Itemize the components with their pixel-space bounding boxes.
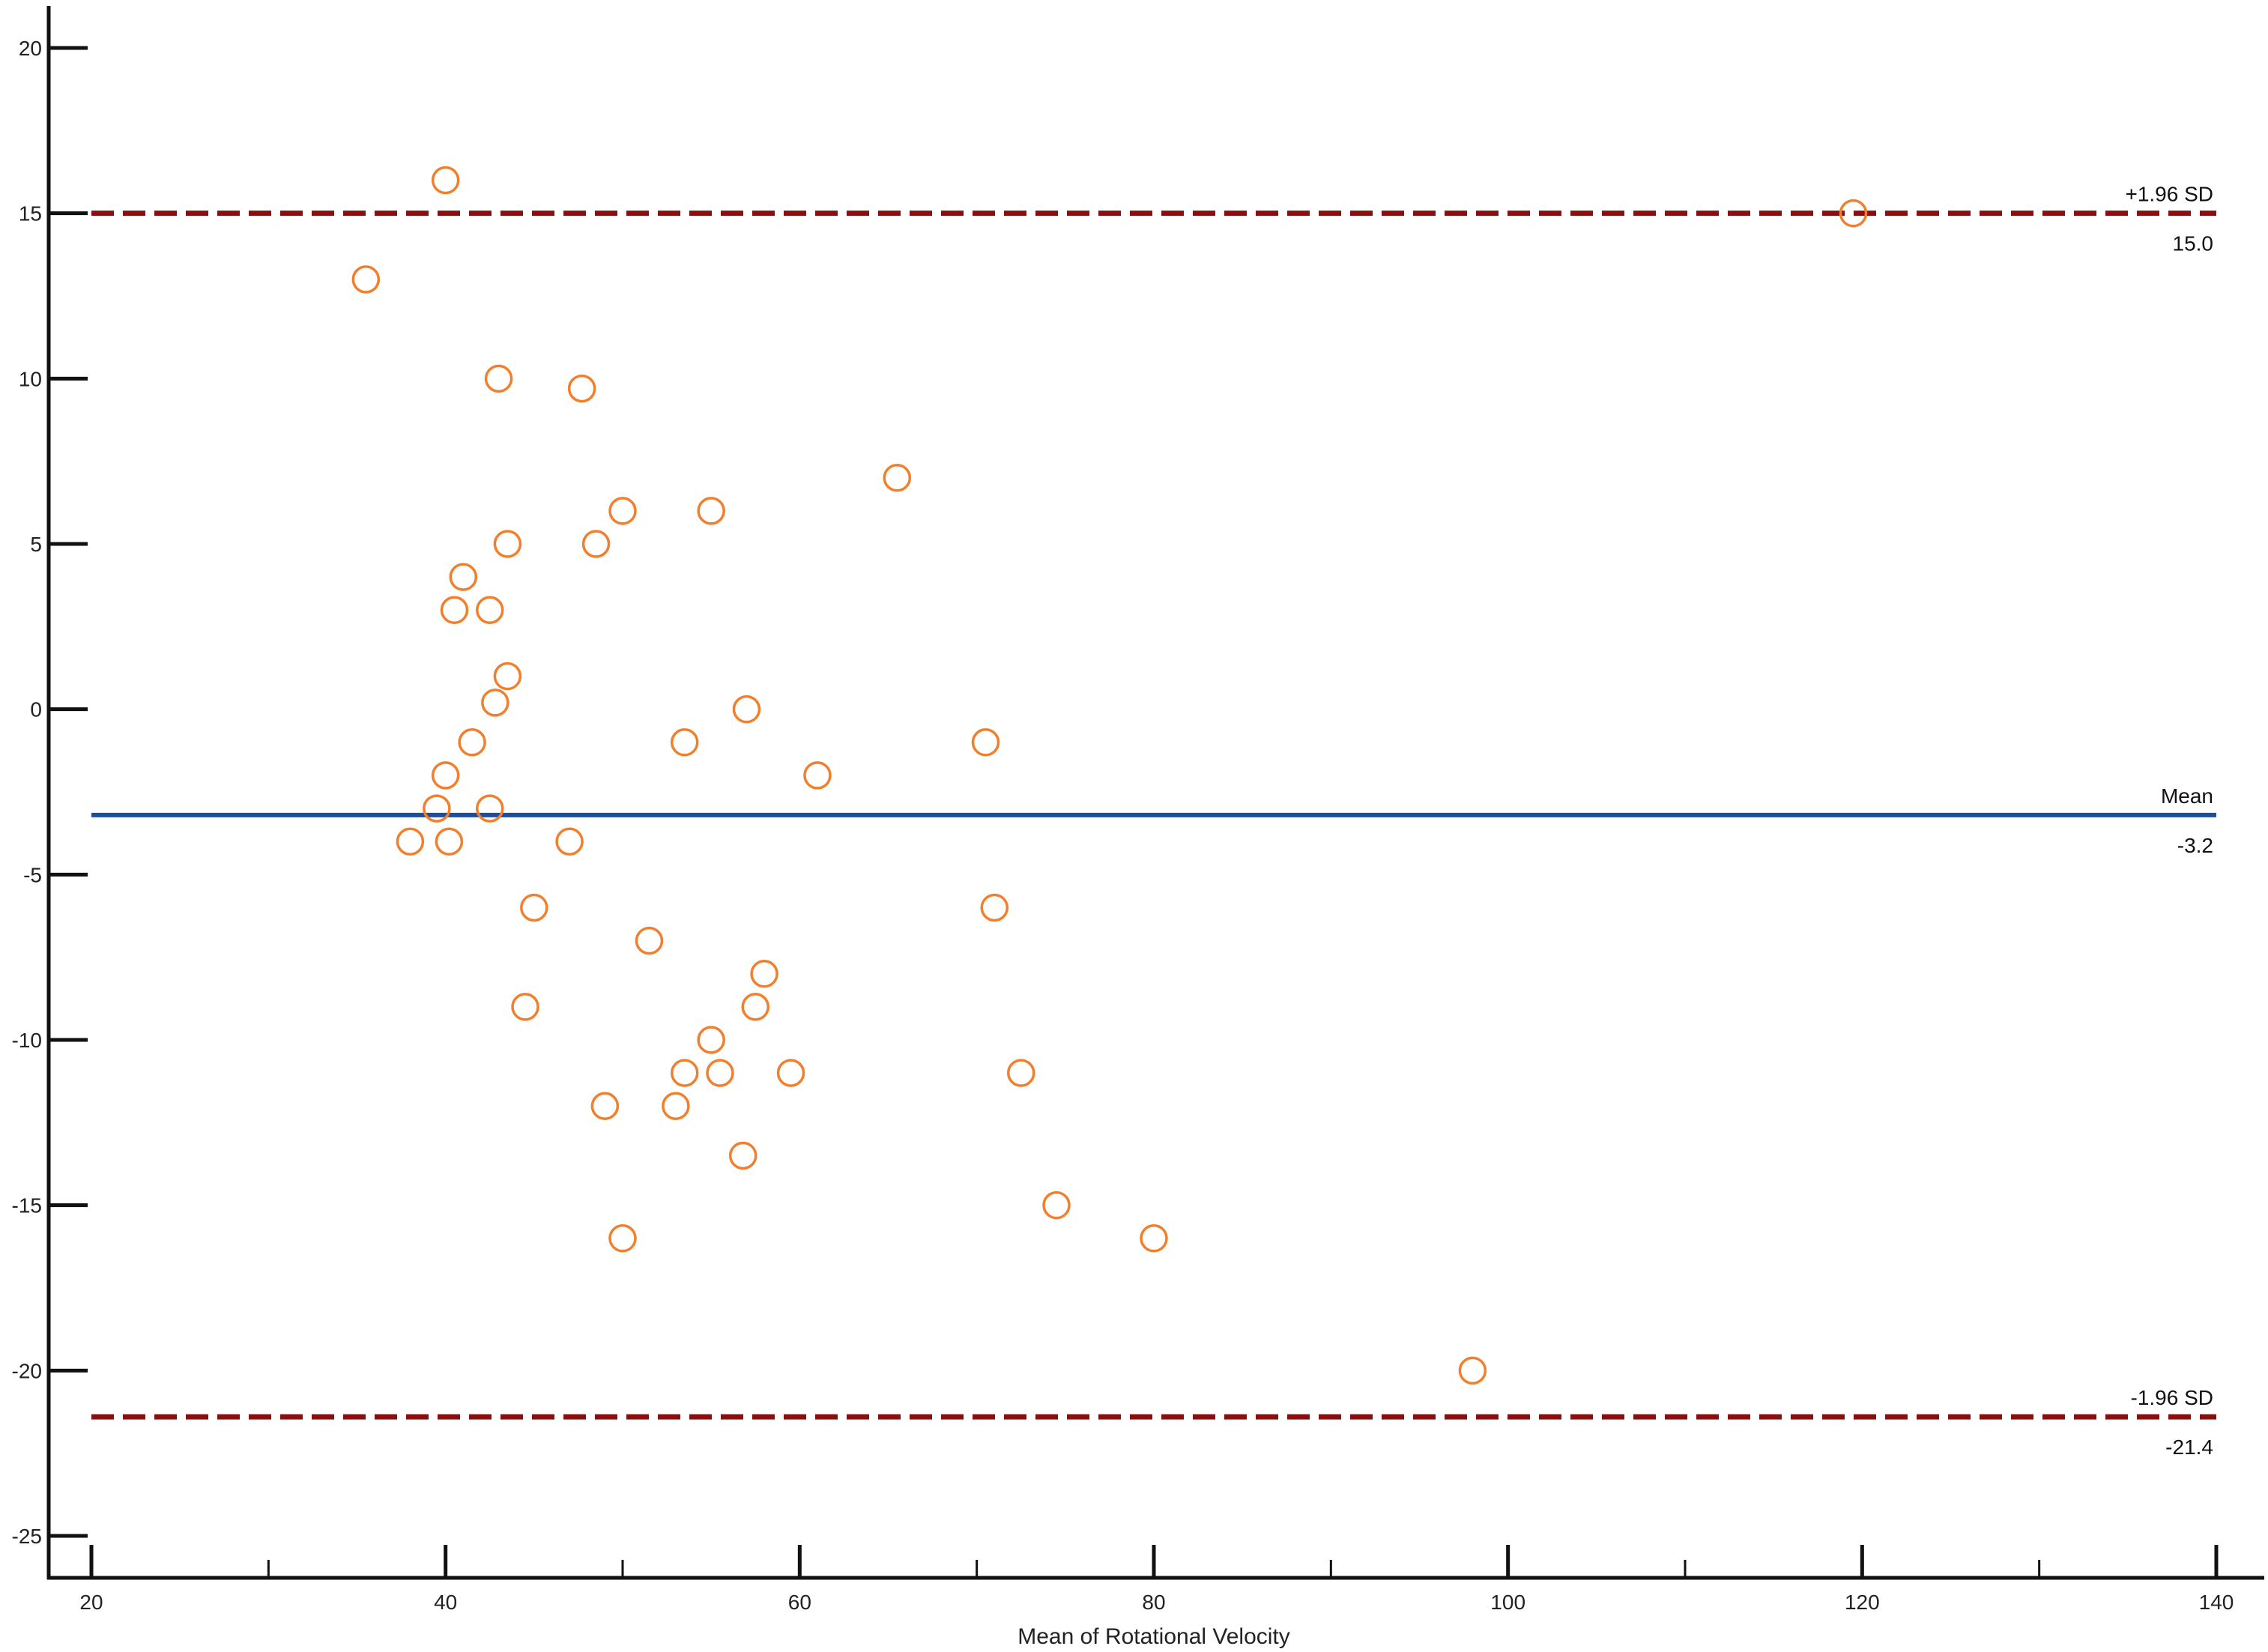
data-points xyxy=(351,166,1868,1385)
data-point xyxy=(555,827,584,856)
data-point xyxy=(728,1141,757,1170)
data-point xyxy=(1839,199,1868,228)
data-point xyxy=(493,530,522,558)
data-point xyxy=(511,993,539,1021)
x-tick-label: 100 xyxy=(1490,1591,1525,1614)
x-axis-title: Mean of Rotational Velocity xyxy=(1017,1624,1290,1649)
data-point xyxy=(697,497,725,525)
data-point xyxy=(608,1224,637,1253)
data-point xyxy=(706,1059,734,1087)
data-point xyxy=(1140,1224,1168,1253)
data-point xyxy=(971,728,1000,757)
data-point xyxy=(458,728,486,757)
y-tick-label: 20 xyxy=(19,37,42,60)
data-point xyxy=(590,1092,620,1121)
data-point xyxy=(697,1026,725,1054)
y-tick-label: 0 xyxy=(30,698,42,721)
reference-line-labels: +1.96 SD 15.0 Mean -3.2 -1.96 SD -21.4 xyxy=(2125,183,2213,1459)
data-point xyxy=(423,794,451,823)
mean-label: Mean xyxy=(2161,784,2213,808)
y-tick-label: -15 xyxy=(12,1194,42,1217)
upper-limit-value-label: 15.0 xyxy=(2173,232,2214,255)
data-point xyxy=(776,1059,805,1087)
y-tick-label: 10 xyxy=(19,367,42,390)
data-point xyxy=(435,827,464,856)
y-tick-label: 5 xyxy=(30,533,42,556)
data-point xyxy=(750,959,778,988)
data-point xyxy=(581,530,611,558)
data-point xyxy=(476,794,504,823)
data-point xyxy=(567,374,596,403)
y-tick-label: 15 xyxy=(19,202,42,226)
data-point xyxy=(351,265,381,294)
y-axis-ticks: 20 15 10 5 0 -5 -10 -15 -20 -25 xyxy=(12,37,88,1548)
upper-limit-label: +1.96 SD xyxy=(2125,183,2213,206)
data-point xyxy=(670,1059,699,1087)
x-tick-label: 20 xyxy=(79,1591,103,1614)
y-tick-label: -20 xyxy=(12,1359,42,1382)
data-point xyxy=(1042,1190,1071,1220)
y-tick-label: -25 xyxy=(12,1525,42,1548)
y-tick-label: -5 xyxy=(23,863,42,886)
lower-limit-label: -1.96 SD xyxy=(2131,1386,2214,1409)
data-point xyxy=(431,166,460,195)
data-point xyxy=(980,893,1009,922)
x-axis-ticks: 20 40 60 80 100 120 140 xyxy=(79,1545,2234,1614)
data-point xyxy=(449,563,478,591)
x-tick-label: 120 xyxy=(1845,1591,1880,1614)
data-point xyxy=(670,728,699,757)
x-tick-label: 140 xyxy=(2199,1591,2234,1614)
data-point xyxy=(608,497,637,525)
data-point xyxy=(635,926,664,955)
lower-limit-value-label: -21.4 xyxy=(2165,1435,2213,1459)
data-point xyxy=(1007,1059,1035,1087)
data-point xyxy=(431,761,460,790)
data-point xyxy=(481,689,509,717)
reference-lines xyxy=(91,211,2216,1420)
y-tick-label: -10 xyxy=(12,1029,42,1052)
mean-value-label: -3.2 xyxy=(2177,834,2213,857)
data-point xyxy=(484,364,513,393)
x-tick-label: 60 xyxy=(788,1591,811,1614)
data-point xyxy=(741,993,769,1021)
data-point xyxy=(493,662,522,691)
data-point xyxy=(662,1092,690,1121)
x-tick-label: 80 xyxy=(1142,1591,1165,1614)
data-point xyxy=(1458,1356,1487,1385)
data-point xyxy=(883,463,912,492)
data-point xyxy=(803,761,832,790)
data-point xyxy=(476,596,504,625)
data-point xyxy=(440,596,469,625)
x-tick-label: 40 xyxy=(434,1591,457,1614)
data-point xyxy=(732,695,761,724)
data-point xyxy=(396,827,425,856)
data-point xyxy=(520,893,548,922)
